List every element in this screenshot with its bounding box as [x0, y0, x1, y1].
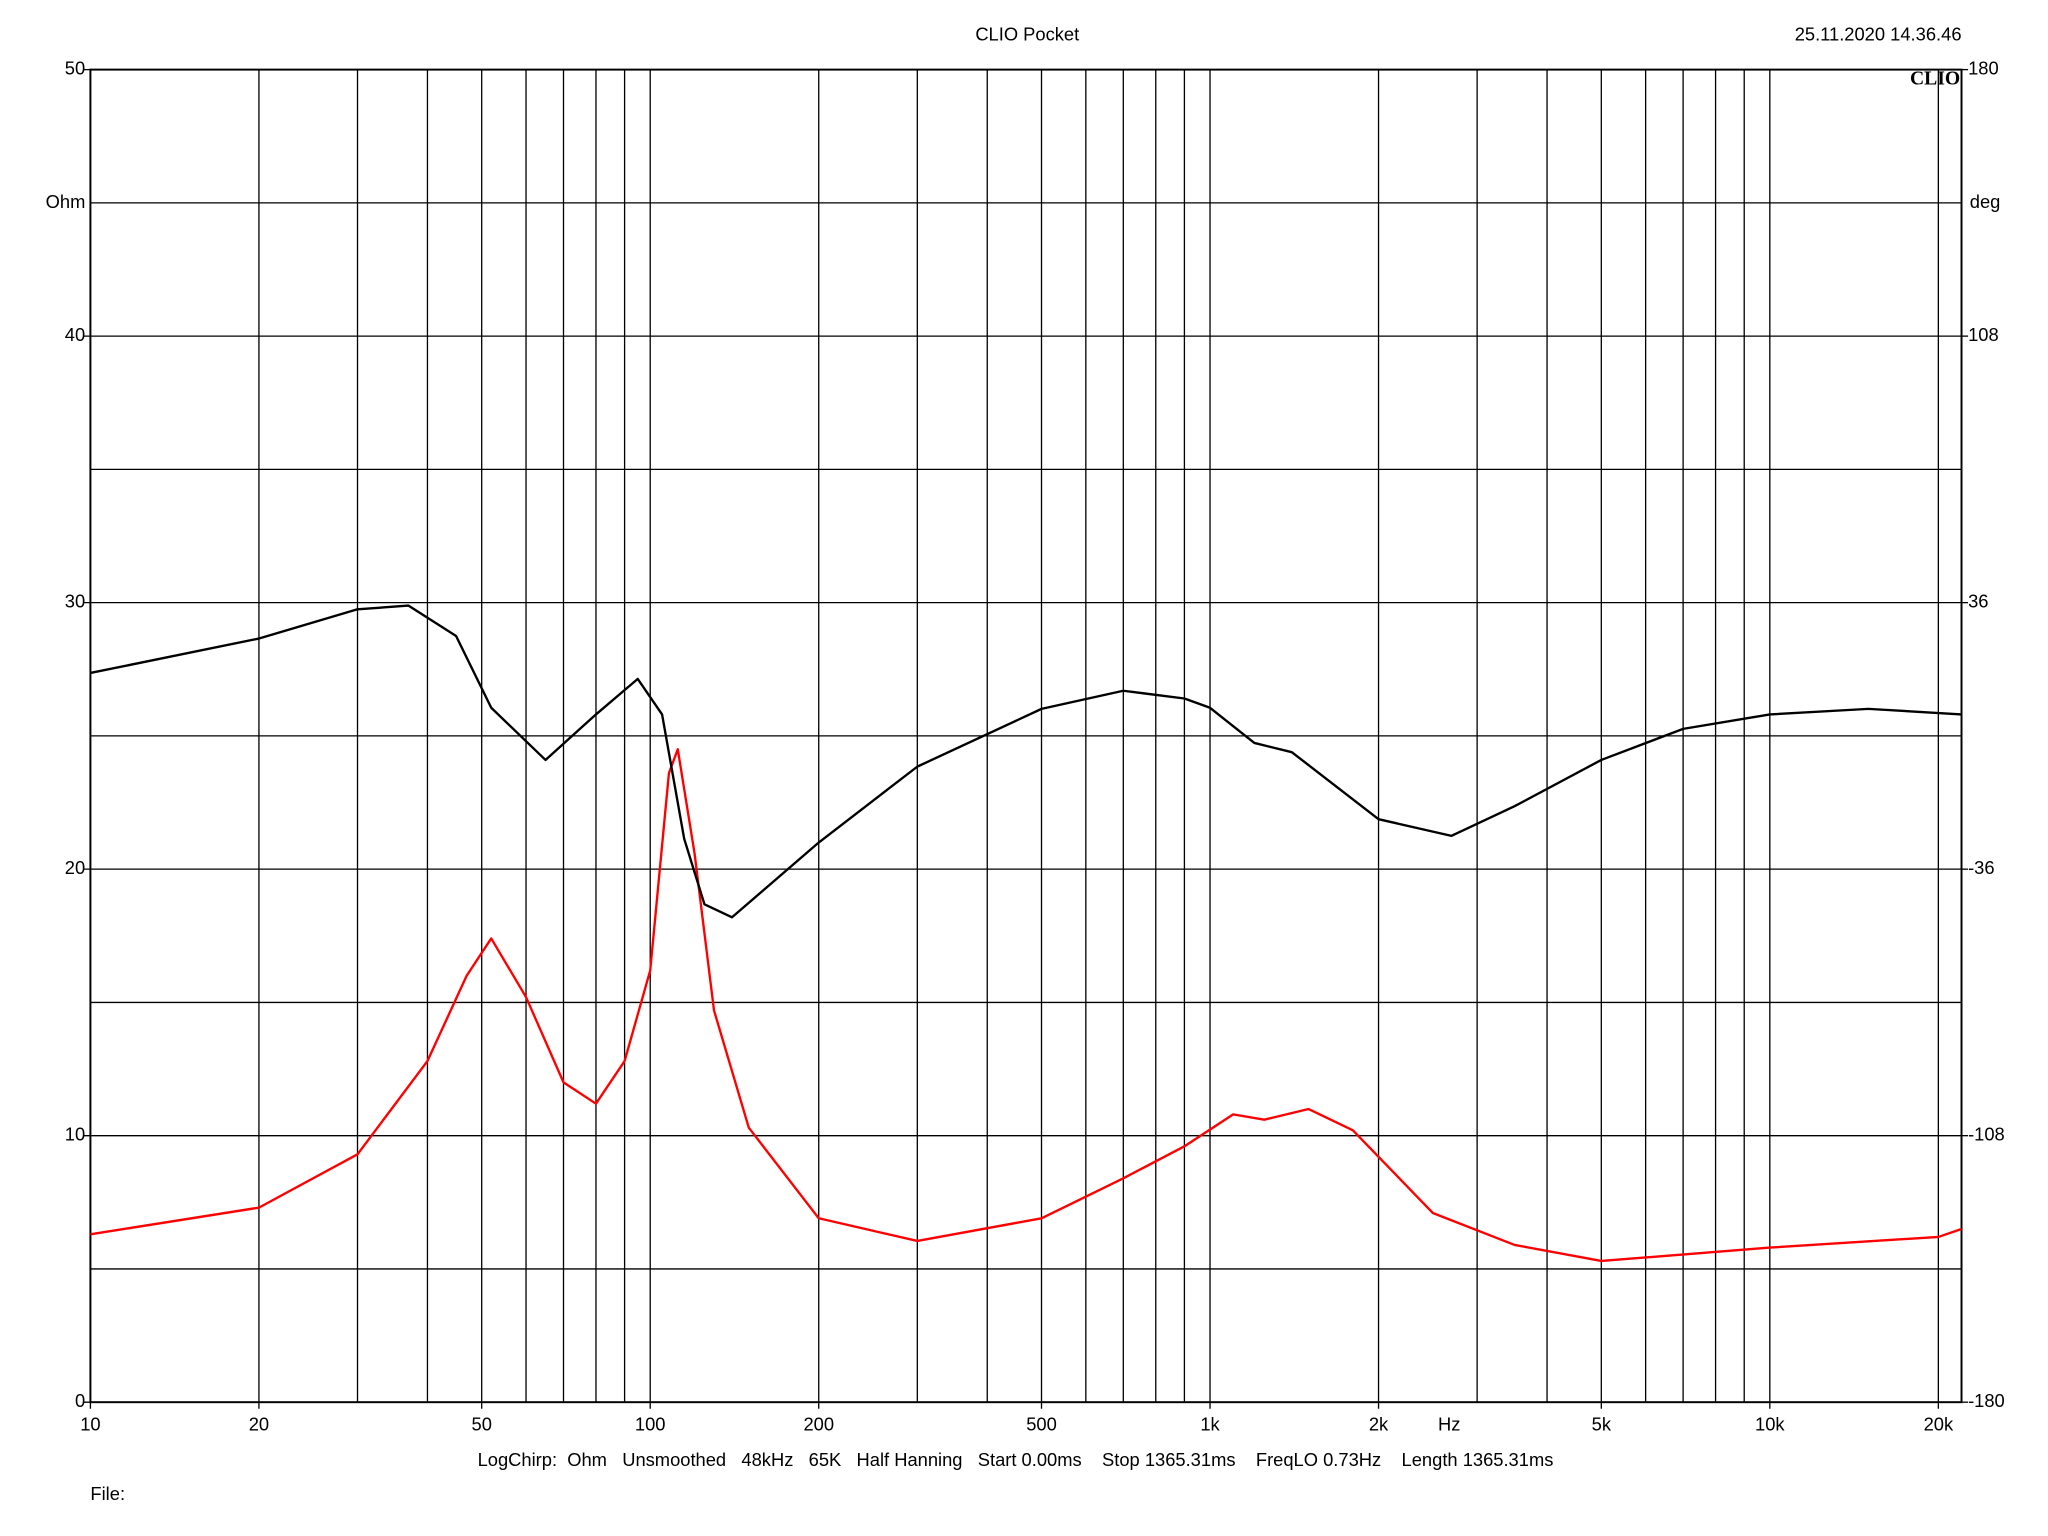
x-tick-label: 200	[803, 1414, 834, 1435]
x-tick-label: 5k	[1592, 1414, 1612, 1435]
y-tick-label: 0	[75, 1390, 85, 1411]
y-tick-label: 30	[65, 590, 85, 611]
y2-tick-label: 36	[1968, 590, 1988, 611]
x-tick-label: 50	[472, 1414, 492, 1435]
y-axis-label: Ohm	[46, 191, 86, 212]
series-line	[90, 748, 1962, 1263]
timestamp: 25.11.2020 14.36.46	[1795, 23, 1962, 44]
x-tick-label: 20k	[1924, 1414, 1954, 1435]
y-tick-label: 50	[65, 57, 85, 78]
y2-tick-label: -180	[1968, 1390, 2005, 1411]
y2-tick-label: 108	[1968, 324, 1999, 345]
x-tick-label: 100	[635, 1414, 666, 1435]
y-tick-label: 40	[65, 324, 85, 345]
file-label: File:	[90, 1483, 125, 1504]
y2-tick-label: -36	[1968, 857, 1995, 878]
x-axis-label: Hz	[1438, 1414, 1460, 1435]
x-tick-label: 1k	[1200, 1414, 1220, 1435]
series-line	[90, 604, 1962, 919]
x-tick-label: 2k	[1369, 1414, 1389, 1435]
logo: CLIO	[1910, 68, 1960, 90]
y-tick-label: 20	[65, 857, 85, 878]
y2-tick-label: -108	[1968, 1124, 2005, 1145]
y-tick-label: 10	[65, 1124, 85, 1145]
x-tick-label: 10k	[1755, 1414, 1785, 1435]
footer: LogChirp: Ohm Unsmoothed 48kHz 65K Half …	[478, 1449, 1554, 1470]
x-tick-label: 500	[1026, 1414, 1057, 1435]
plot-frame	[89, 68, 1963, 1404]
y2-axis-label: deg	[1970, 191, 2001, 212]
chart-title: CLIO Pocket	[975, 23, 1079, 44]
y2-tick-label: 180	[1968, 57, 1999, 78]
x-tick-label: 20	[249, 1414, 269, 1435]
x-tick-label: 10	[80, 1414, 100, 1435]
